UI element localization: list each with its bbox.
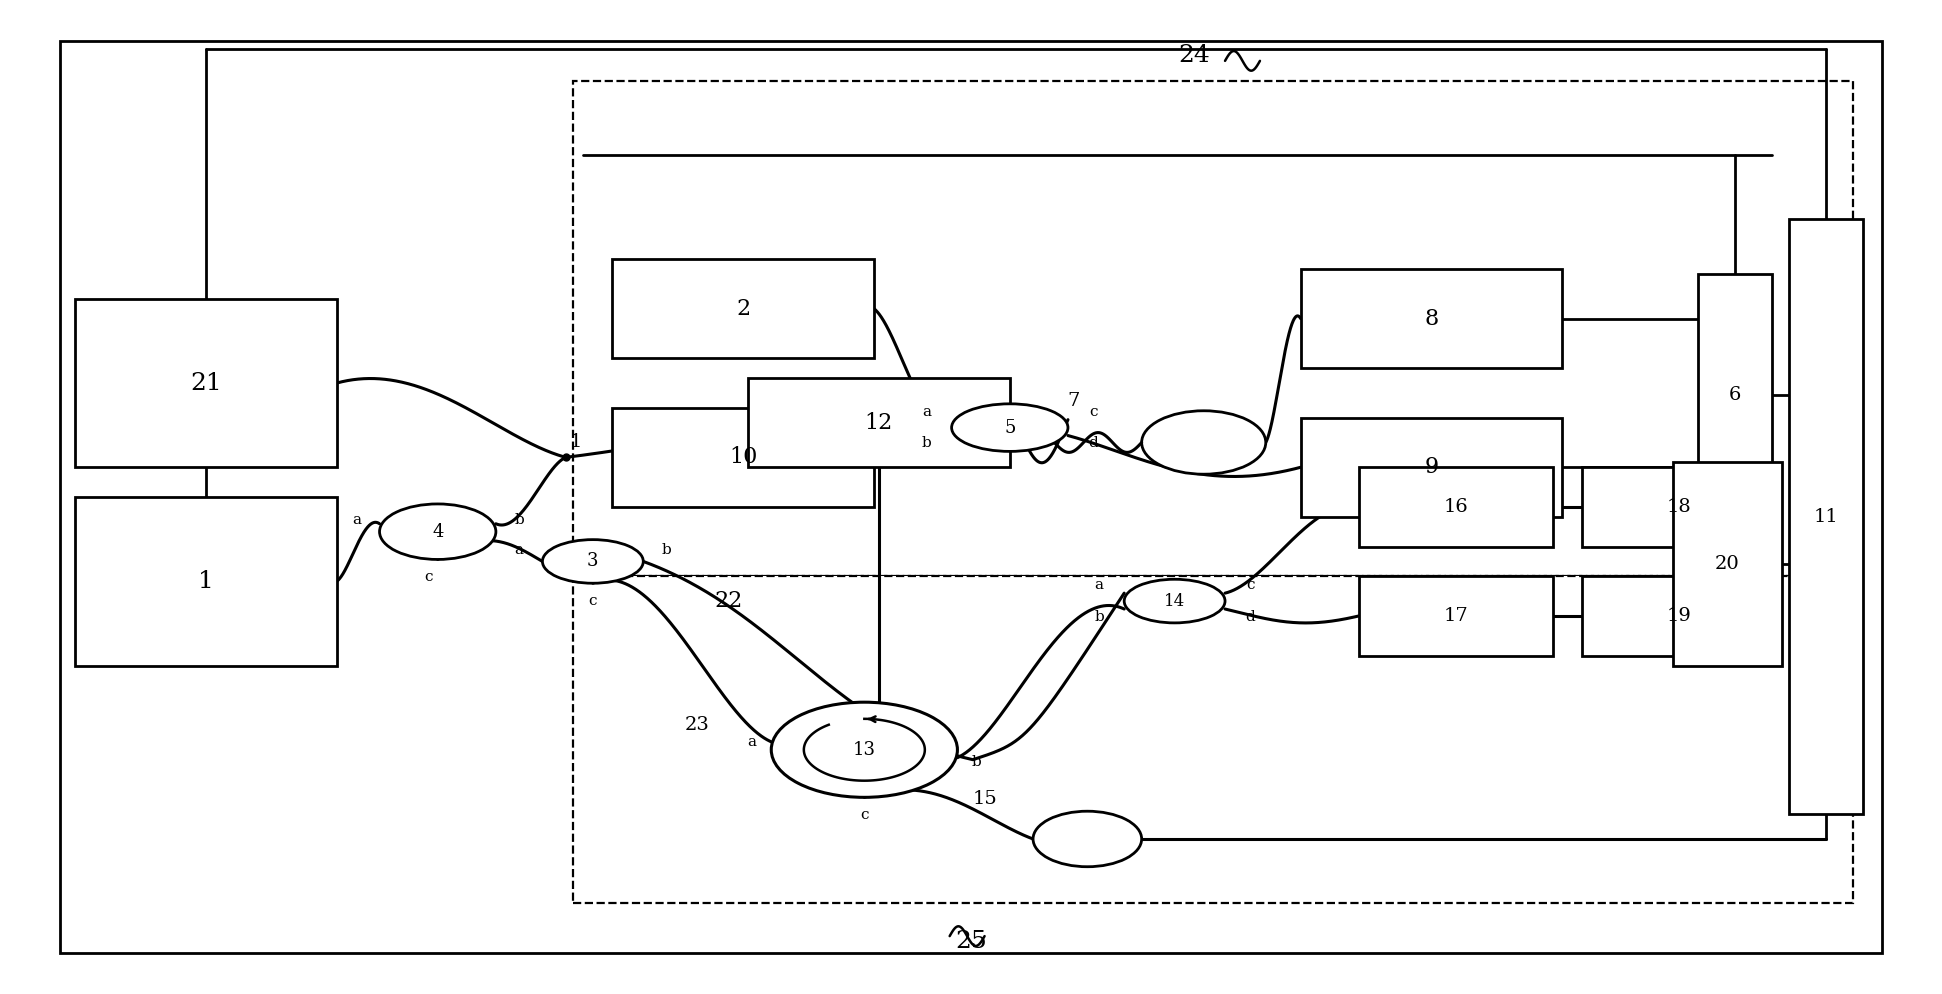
Ellipse shape bbox=[1124, 580, 1225, 623]
Text: 1: 1 bbox=[569, 433, 581, 451]
Ellipse shape bbox=[952, 404, 1068, 451]
Text: 18: 18 bbox=[1666, 498, 1691, 516]
Text: 24: 24 bbox=[1179, 45, 1210, 68]
FancyBboxPatch shape bbox=[1789, 220, 1862, 814]
Text: 2: 2 bbox=[736, 297, 750, 320]
FancyBboxPatch shape bbox=[1583, 577, 1775, 656]
FancyBboxPatch shape bbox=[1672, 462, 1781, 666]
Text: 7: 7 bbox=[1068, 392, 1080, 410]
Text: 16: 16 bbox=[1443, 498, 1468, 516]
Text: 12: 12 bbox=[864, 412, 893, 433]
FancyBboxPatch shape bbox=[1359, 467, 1554, 547]
Text: 15: 15 bbox=[973, 790, 996, 808]
FancyBboxPatch shape bbox=[76, 497, 336, 666]
FancyBboxPatch shape bbox=[748, 378, 1010, 467]
Text: b: b bbox=[922, 436, 932, 450]
FancyBboxPatch shape bbox=[1301, 417, 1563, 517]
Text: c: c bbox=[1247, 579, 1255, 592]
Circle shape bbox=[771, 702, 957, 797]
Text: b: b bbox=[1093, 610, 1103, 624]
Text: 5: 5 bbox=[1004, 418, 1016, 436]
FancyBboxPatch shape bbox=[573, 81, 1853, 577]
FancyBboxPatch shape bbox=[573, 577, 1853, 904]
Text: 25: 25 bbox=[955, 929, 987, 952]
Text: 6: 6 bbox=[1728, 387, 1742, 405]
FancyBboxPatch shape bbox=[612, 408, 874, 507]
Text: a: a bbox=[352, 513, 361, 527]
Circle shape bbox=[1033, 811, 1142, 867]
Text: b: b bbox=[662, 543, 672, 557]
FancyBboxPatch shape bbox=[60, 41, 1882, 953]
Text: c: c bbox=[860, 808, 868, 822]
Text: b: b bbox=[971, 754, 983, 768]
Text: 17: 17 bbox=[1443, 607, 1468, 625]
Text: 21: 21 bbox=[190, 372, 221, 395]
Text: 14: 14 bbox=[1163, 592, 1185, 609]
Text: 11: 11 bbox=[1814, 508, 1839, 526]
Text: 19: 19 bbox=[1666, 607, 1691, 625]
Text: c: c bbox=[588, 594, 596, 608]
FancyBboxPatch shape bbox=[612, 259, 874, 358]
Text: 10: 10 bbox=[728, 446, 757, 468]
Text: 1: 1 bbox=[198, 570, 214, 592]
Text: 3: 3 bbox=[586, 553, 598, 571]
Text: a: a bbox=[922, 405, 930, 418]
Text: 4: 4 bbox=[431, 523, 443, 541]
Text: 20: 20 bbox=[1715, 555, 1740, 573]
Text: 23: 23 bbox=[686, 716, 711, 734]
Text: a: a bbox=[1095, 579, 1103, 592]
Text: 8: 8 bbox=[1423, 307, 1439, 330]
Text: c: c bbox=[1089, 405, 1097, 418]
Text: d: d bbox=[1245, 610, 1255, 624]
Text: a: a bbox=[515, 543, 524, 557]
Ellipse shape bbox=[542, 540, 643, 583]
Text: 13: 13 bbox=[853, 741, 876, 758]
FancyBboxPatch shape bbox=[76, 299, 336, 467]
Text: a: a bbox=[748, 735, 755, 748]
Circle shape bbox=[1142, 411, 1266, 474]
Text: c: c bbox=[423, 571, 433, 584]
FancyBboxPatch shape bbox=[1301, 269, 1563, 368]
FancyBboxPatch shape bbox=[1583, 467, 1775, 547]
Text: 22: 22 bbox=[715, 590, 742, 612]
Ellipse shape bbox=[379, 504, 495, 560]
Text: 9: 9 bbox=[1425, 456, 1439, 478]
Text: b: b bbox=[515, 513, 524, 527]
FancyBboxPatch shape bbox=[1359, 577, 1554, 656]
Text: d: d bbox=[1088, 436, 1097, 450]
FancyBboxPatch shape bbox=[1697, 274, 1771, 517]
